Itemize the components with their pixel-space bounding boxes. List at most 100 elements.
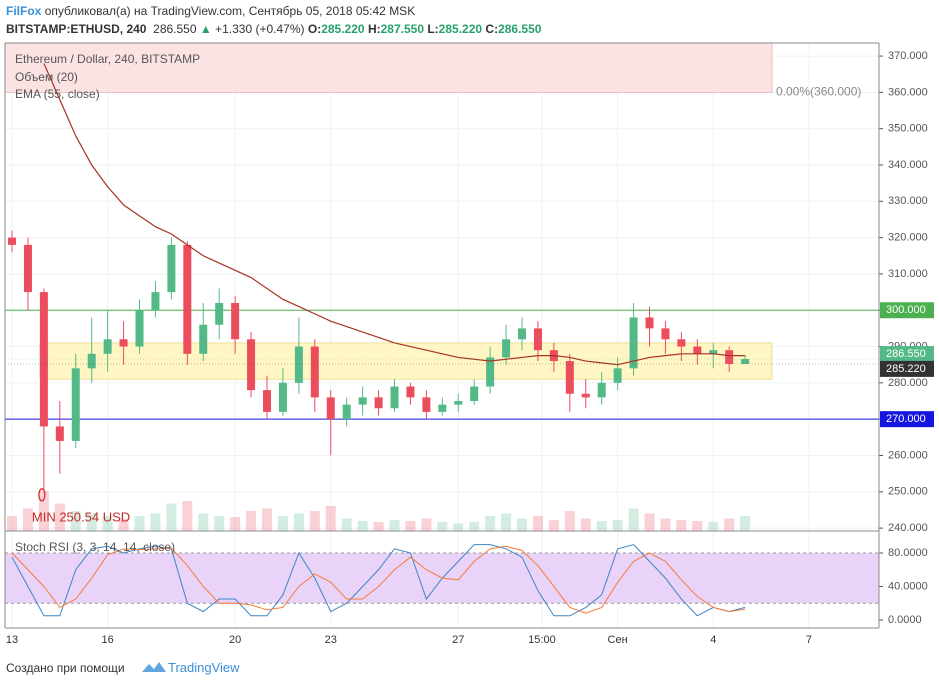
candle-body: [23, 244, 32, 293]
volume-bar: [564, 511, 575, 531]
candle-body: [390, 386, 399, 409]
ohlc-l-label: L:: [427, 22, 439, 36]
volume-bar: [724, 518, 735, 531]
candle-body: [215, 302, 224, 325]
ohlc-o-label: O:: [307, 22, 322, 36]
candle-body: [358, 397, 367, 405]
symbol: BITSTAMP:ETHUSD, 240: [6, 22, 147, 36]
candle-body: [533, 328, 542, 351]
volume-bar: [692, 521, 703, 531]
zone: [4, 42, 773, 93]
candle-body: [231, 302, 240, 340]
price-box: [880, 346, 934, 363]
zone-label: 0.00%(360.000): [776, 85, 861, 99]
volume-bar: [166, 503, 177, 531]
volume-bar: [532, 516, 543, 531]
candle-body: [183, 244, 192, 354]
volume-bar: [309, 511, 320, 531]
volume-bar: [277, 516, 288, 531]
volume-bar: [7, 516, 18, 531]
volume-bar: [182, 501, 193, 531]
price-label: 286.550: [886, 348, 926, 360]
last: 286.550: [153, 22, 197, 36]
volume-bar: [644, 513, 655, 531]
y-tick-label: 240.000: [888, 522, 928, 534]
x-tick-label: Сен: [608, 634, 628, 646]
y-tick-label: 310.000: [888, 268, 928, 280]
volume-bar: [421, 518, 432, 531]
level-label: 270.000: [886, 413, 926, 425]
volume-bar: [118, 518, 129, 531]
volume-bar: [676, 520, 687, 531]
candle-body: [71, 368, 80, 441]
candle-body: [581, 393, 590, 398]
legend-title: Ethereum / Dollar, 240, BITSTAMP: [15, 52, 200, 66]
candle-body: [677, 339, 686, 347]
y-tick-label: 370.000: [888, 50, 928, 62]
y-tick-label: 0.0000: [888, 614, 922, 626]
candle-body: [661, 328, 670, 340]
candle-body: [199, 324, 208, 354]
quote-line: BITSTAMP:ETHUSD, 240 286.550 ▲ +1.330 (+…: [6, 22, 541, 36]
candle-body: [486, 357, 495, 387]
ohlc-o: 285.220: [321, 22, 365, 36]
volume-bar: [437, 522, 448, 531]
candle-body: [565, 361, 574, 394]
stoch-line: [11, 545, 746, 614]
volume-bar: [612, 520, 623, 531]
volume-bar: [548, 520, 559, 531]
y-tick-label: 350.000: [888, 123, 928, 135]
min-annotation: MIN 250.54 USD: [32, 509, 130, 524]
candle-body: [502, 339, 511, 358]
level-box: [880, 411, 934, 428]
publish-line: FilFox опубликовал(а) на TradingView.com…: [6, 4, 415, 18]
x-tick-label: 27: [452, 634, 464, 646]
y-tick-label: 280.000: [888, 377, 928, 389]
candle-body: [278, 382, 287, 412]
price-label: 285.220: [886, 363, 926, 375]
candle-body: [645, 317, 654, 329]
volume-bar: [134, 516, 145, 531]
ohlc-h: 287.550: [380, 22, 424, 36]
volume-bar: [198, 513, 209, 531]
candle-body: [326, 397, 335, 420]
x-tick-label: 23: [325, 634, 337, 646]
candle-body: [518, 328, 527, 340]
candle-body: [103, 339, 112, 354]
brand[interactable]: TradingView: [167, 660, 240, 675]
min-marker: [38, 488, 46, 502]
x-tick-label: 4: [710, 634, 716, 646]
candle-body: [119, 339, 128, 347]
volume-bar: [517, 518, 528, 531]
stoch-line: [11, 544, 746, 617]
ema-line: [43, 63, 746, 366]
volume-bar: [38, 491, 49, 531]
candle-body: [310, 346, 319, 398]
candle-body: [470, 386, 479, 402]
candle-body: [709, 350, 718, 354]
candle-body: [406, 386, 415, 398]
candle-body: [55, 426, 64, 441]
x-tick-label: 13: [6, 634, 18, 646]
y-tick-label: 320.000: [888, 232, 928, 244]
change: +1.330 (+0.47%): [215, 22, 305, 36]
y-tick-label: 340.000: [888, 159, 928, 171]
candle-body: [725, 350, 734, 364]
candle-body: [87, 353, 96, 369]
volume-bar: [469, 522, 480, 531]
volume-bar: [596, 521, 607, 531]
volume-bar: [373, 522, 384, 531]
volume-bar: [453, 523, 464, 531]
volume-bar: [708, 522, 719, 531]
volume-bar: [293, 513, 304, 531]
candle-body: [8, 237, 17, 245]
ohlc-l: 285.220: [438, 22, 483, 36]
volume-bar: [325, 506, 336, 531]
y-tick-label: 330.000: [888, 195, 928, 207]
volume-bar: [22, 508, 33, 531]
volume-bar: [405, 521, 416, 531]
volume-bar: [628, 508, 639, 531]
volume-bar: [102, 516, 113, 531]
publisher[interactable]: FilFox: [6, 4, 42, 18]
candle-body: [454, 401, 463, 405]
